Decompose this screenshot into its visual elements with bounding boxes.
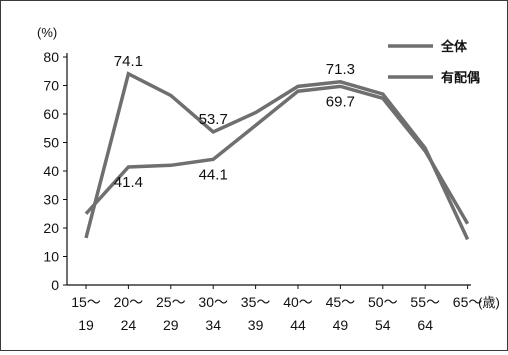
y-tick-label: 0: [51, 277, 59, 293]
x-tick-label: 49: [333, 317, 349, 333]
line-chart: (%) (歳) 0 10 20 30 40 50 60 70 80 15～ 19 20～ 24 25～ 29…: [37, 25, 500, 333]
x-tick-label: 29: [163, 317, 179, 333]
x-tick-label: 40～: [283, 294, 313, 310]
y-tick-label: 80: [43, 49, 59, 65]
x-tick-label: 64: [417, 317, 433, 333]
x-tick-label: 25～: [156, 294, 186, 310]
y-tick-label: 20: [43, 220, 59, 236]
data-label: 74.1: [114, 53, 143, 70]
y-tick-label: 50: [43, 135, 59, 151]
x-tick-label: 19: [78, 317, 94, 333]
x-tick-label: 24: [121, 317, 137, 333]
data-label: 69.7: [326, 93, 355, 110]
y-tick-label: 10: [43, 249, 59, 265]
x-tick-label: 34: [205, 317, 221, 333]
legend-label: 全体: [440, 39, 468, 54]
series-line-1: [84, 71, 470, 241]
y-tick-label: 70: [43, 78, 59, 94]
legend-label: 有配偶: [441, 70, 480, 85]
data-label: 71.3: [326, 61, 355, 78]
x-tick-label: 50～: [368, 294, 398, 310]
y-tick-label: 40: [43, 163, 59, 179]
x-tick-label: 55～: [410, 294, 440, 310]
x-axis-unit-label: (歳): [478, 295, 500, 310]
x-tick-label: 54: [375, 317, 391, 333]
x-tick-label: 44: [290, 317, 306, 333]
data-label: 41.4: [114, 174, 143, 191]
y-tick-label: 60: [43, 106, 59, 122]
x-tick-label: 15～: [71, 294, 101, 310]
x-tick-label: 20～: [114, 294, 144, 310]
data-label: 53.7: [199, 111, 228, 128]
x-tick-label: 45～: [326, 294, 356, 310]
x-tick-label: 39: [248, 317, 264, 333]
x-tick-label: 65～: [453, 294, 483, 310]
x-tick-label: 30～: [198, 294, 228, 310]
data-label: 44.1: [199, 166, 228, 183]
series-line-2: [84, 84, 470, 225]
x-tick-label: 35～: [241, 294, 271, 310]
y-tick-label: 30: [43, 192, 59, 208]
y-axis-label: (%): [37, 25, 57, 40]
